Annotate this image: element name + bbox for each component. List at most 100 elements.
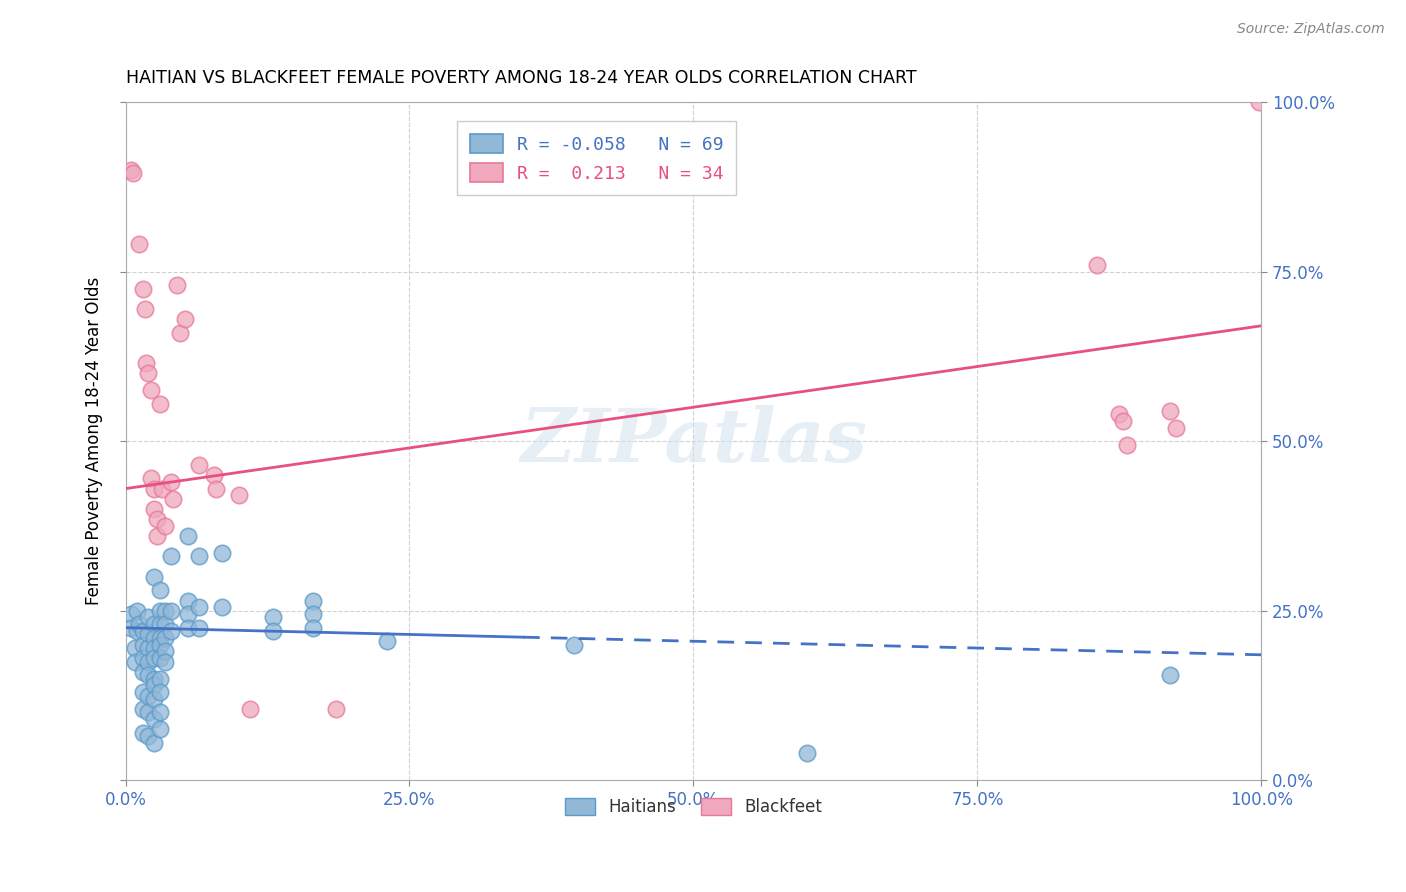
Point — [1085, 258, 1108, 272]
Point — [149, 651, 172, 665]
Point — [262, 624, 284, 638]
Point — [120, 621, 142, 635]
Point — [131, 651, 153, 665]
Point — [142, 482, 165, 496]
Point — [149, 685, 172, 699]
Point — [131, 665, 153, 679]
Point — [136, 610, 159, 624]
Point — [173, 312, 195, 326]
Point — [262, 610, 284, 624]
Point — [188, 458, 211, 472]
Point — [149, 706, 172, 720]
Point — [155, 604, 177, 618]
Point — [120, 162, 142, 177]
Point — [188, 621, 211, 635]
Point — [124, 640, 146, 655]
Point — [211, 600, 233, 615]
Point — [131, 624, 153, 638]
Text: HAITIAN VS BLACKFEET FEMALE POVERTY AMONG 18-24 YEAR OLDS CORRELATION CHART: HAITIAN VS BLACKFEET FEMALE POVERTY AMON… — [125, 69, 917, 87]
Point — [136, 668, 159, 682]
Point — [228, 488, 250, 502]
Point — [142, 678, 165, 692]
Point — [205, 482, 228, 496]
Point — [142, 631, 165, 645]
Text: ZIPatlas: ZIPatlas — [520, 405, 868, 477]
Point — [155, 617, 177, 632]
Point — [325, 702, 347, 716]
Point — [136, 655, 159, 669]
Point — [128, 237, 150, 252]
Point — [1159, 403, 1181, 417]
Point — [166, 278, 188, 293]
Point — [150, 482, 173, 496]
Point — [162, 491, 184, 506]
Point — [155, 644, 177, 658]
Point — [149, 604, 172, 618]
Point — [239, 702, 262, 716]
Point — [177, 621, 200, 635]
Point — [136, 689, 159, 703]
Point — [146, 512, 169, 526]
Point — [136, 706, 159, 720]
Point — [169, 326, 191, 340]
Point — [131, 702, 153, 716]
Point — [142, 640, 165, 655]
Point — [149, 672, 172, 686]
Point — [125, 604, 148, 618]
Point — [1112, 414, 1135, 428]
Point — [149, 631, 172, 645]
Point — [131, 685, 153, 699]
Point — [124, 655, 146, 669]
Point — [149, 723, 172, 737]
Point — [202, 468, 225, 483]
Point — [120, 607, 142, 621]
Point — [177, 529, 200, 543]
Point — [139, 384, 162, 398]
Point — [155, 631, 177, 645]
Legend: Haitians, Blackfeet: Haitians, Blackfeet — [558, 791, 828, 822]
Point — [136, 640, 159, 655]
Point — [188, 549, 211, 564]
Point — [1159, 668, 1181, 682]
Point — [142, 617, 165, 632]
Point — [142, 502, 165, 516]
Point — [149, 583, 172, 598]
Point — [125, 624, 148, 638]
Point — [131, 281, 153, 295]
Text: Source: ZipAtlas.com: Source: ZipAtlas.com — [1237, 22, 1385, 37]
Point — [302, 621, 325, 635]
Point — [134, 301, 156, 316]
Point — [142, 692, 165, 706]
Point — [211, 546, 233, 560]
Point — [142, 672, 165, 686]
Point — [796, 746, 818, 760]
Point — [136, 729, 159, 743]
Point — [128, 617, 150, 632]
Point — [188, 600, 211, 615]
Point — [1166, 420, 1188, 434]
Point — [1247, 95, 1270, 109]
Point — [160, 604, 183, 618]
Point — [139, 471, 162, 485]
Point — [302, 593, 325, 607]
Point — [142, 712, 165, 726]
Point — [149, 638, 172, 652]
Point — [160, 549, 183, 564]
Point — [142, 570, 165, 584]
Point — [149, 397, 172, 411]
Point — [131, 726, 153, 740]
Point — [142, 651, 165, 665]
Point — [149, 617, 172, 632]
Point — [131, 638, 153, 652]
Point — [136, 627, 159, 641]
Point — [136, 366, 159, 380]
Y-axis label: Female Poverty Among 18-24 Year Olds: Female Poverty Among 18-24 Year Olds — [86, 277, 103, 606]
Point — [1108, 407, 1130, 421]
Point — [146, 529, 169, 543]
Point — [142, 736, 165, 750]
Point — [302, 607, 325, 621]
Point — [160, 475, 183, 489]
Point — [177, 593, 200, 607]
Point — [562, 638, 585, 652]
Point — [177, 607, 200, 621]
